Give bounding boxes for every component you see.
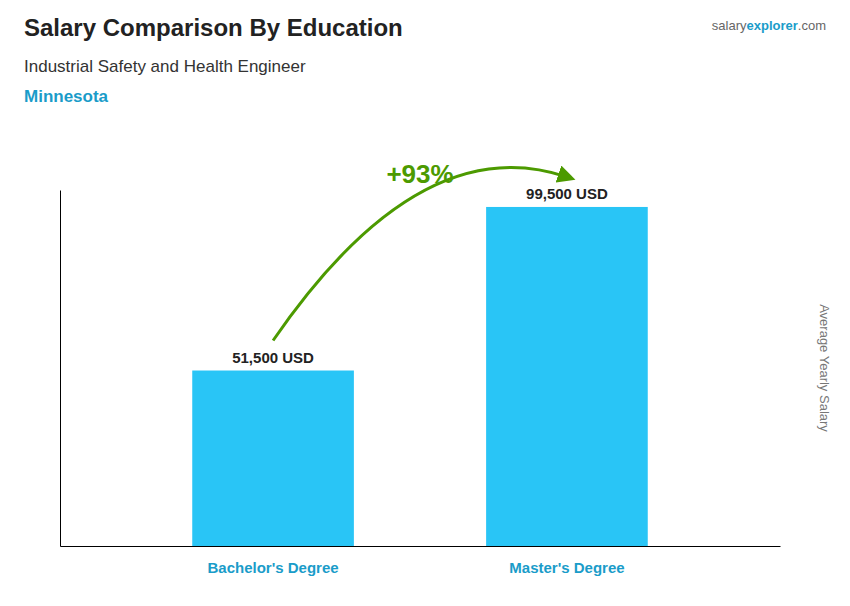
source-part: explorer [747, 18, 798, 33]
plot: Bachelor's Degree Master's Degree 51,500 U… [61, 159, 781, 576]
data-labels: 51,500 USD 99,500 USD [232, 185, 608, 366]
source-part: .com [798, 18, 826, 33]
source: salaryexplorer.com [712, 18, 826, 33]
location: Minnesota [24, 87, 109, 106]
x-axis: Bachelor's Degree Master's Degree [61, 547, 781, 577]
chart: Salary Comparison By Education Industrial… [0, 0, 850, 606]
data-label: 99,500 USD [526, 185, 608, 202]
title: Salary Comparison By Education [24, 14, 403, 41]
tick: Master's Degree [509, 559, 624, 576]
y-axis-line [60, 191, 61, 547]
bar [486, 207, 648, 546]
y-axis [60, 191, 61, 547]
tick-label: Master's Degree [509, 559, 624, 576]
bar [192, 371, 354, 546]
tick: Bachelor's Degree [207, 559, 338, 576]
x-axis-line [61, 546, 781, 547]
tick-label: Bachelor's Degree [207, 559, 338, 576]
source-part: salary [712, 18, 747, 33]
data-label: 51,500 USD [232, 349, 314, 366]
bars [192, 207, 648, 546]
y-axis-title: Average Yearly Salary [817, 304, 832, 432]
change-label: +93% [386, 159, 453, 189]
change-arrow [273, 167, 567, 340]
subtitle: Industrial Safety and Health Engineer [24, 57, 306, 76]
